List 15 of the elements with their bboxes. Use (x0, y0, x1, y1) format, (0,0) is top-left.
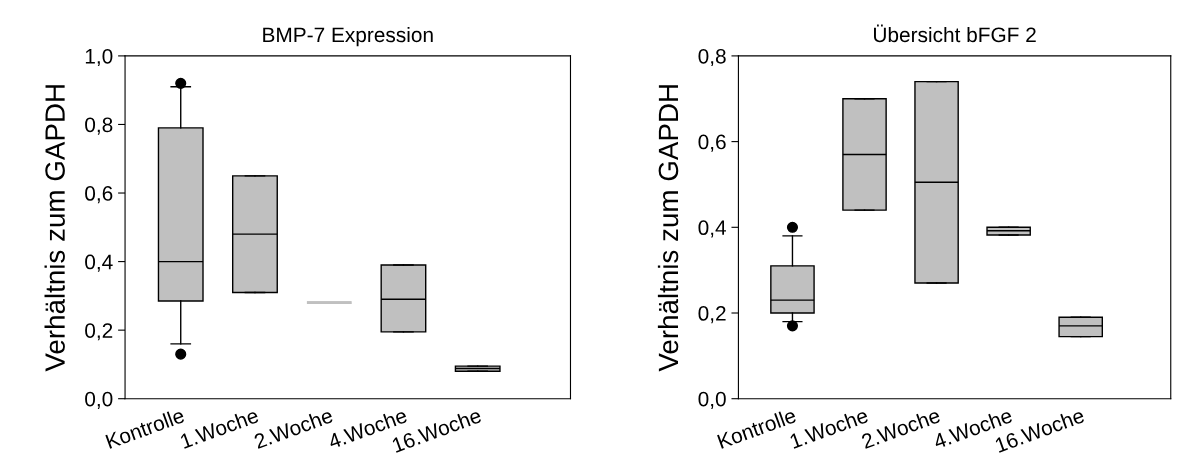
y-tick-label: 0,8 (698, 48, 726, 67)
y-tick-label: 0,6 (698, 134, 726, 152)
y-tick-label: 0,6 (85, 186, 113, 204)
y-axis-title: Verhältnis zum GAPDH (44, 85, 65, 372)
y-tick-label: 0,0 (85, 391, 113, 409)
y-axis-title: Verhältnis zum GAPDH (657, 85, 679, 372)
y-tick-label: 0,2 (85, 323, 113, 341)
y-tick-label: 1,0 (85, 48, 113, 67)
y-tick-label: 0,8 (85, 117, 113, 135)
chart-title: BMP-7 Expression (263, 26, 433, 47)
y-tick-label: 0,2 (698, 306, 726, 324)
y-tick-label: 0,0 (698, 391, 726, 409)
chart-title: Übersicht bFGF 2 (874, 24, 1036, 43)
y-tick-label: 0,4 (85, 254, 113, 272)
y-tick-label: 0,4 (698, 220, 727, 238)
